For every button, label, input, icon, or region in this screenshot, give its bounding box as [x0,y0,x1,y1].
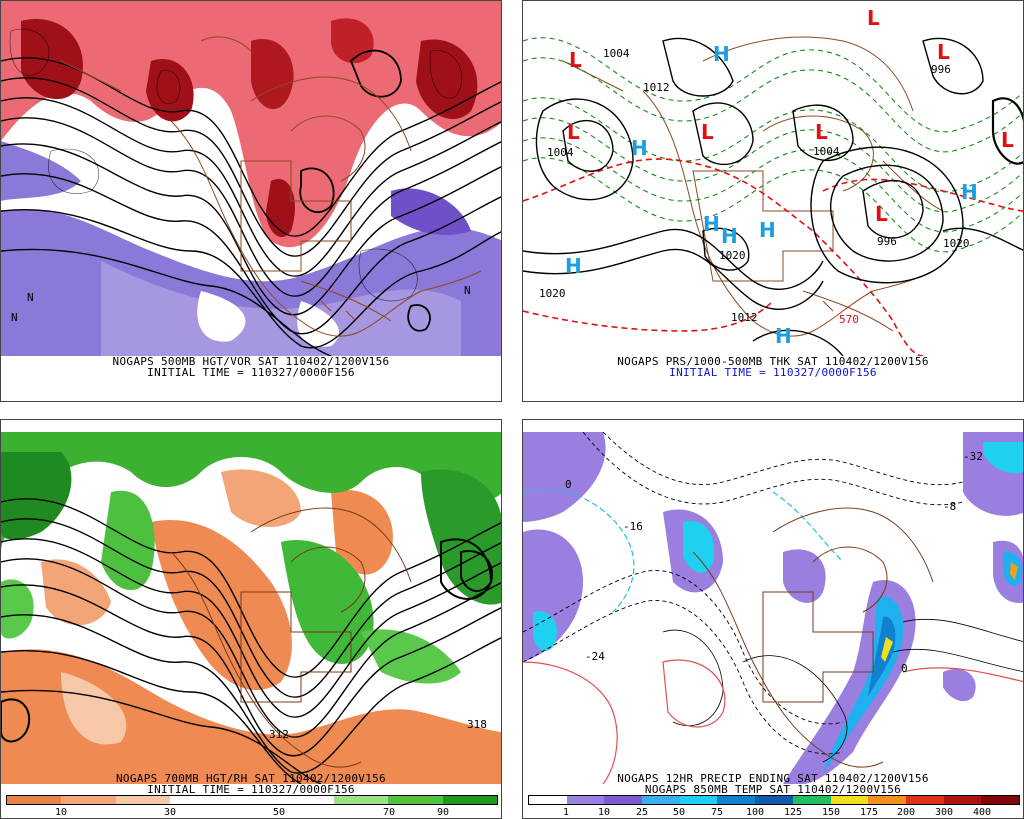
colorbar-tick-label: 400 [972,807,992,818]
panel-pressure-thickness: 1004 1004 1012 1020 1004 1020 996 1012 1… [522,0,1024,402]
colorbar-tick-label: 10 [54,807,68,818]
low-pressure-symbol: L [937,40,950,64]
pressure-label-8: 1012 [731,311,758,324]
high-pressure-symbol: H [775,324,792,348]
high-pressure-symbol: H [713,42,730,66]
colorbar-tick-label: 50 [672,807,686,818]
panel-500mb-vorticity: N N N NOGAPS 500MB HGT/VOR SAT 110402/12… [0,0,502,402]
colorbar-swatch [442,796,497,804]
caption-pressure-title: NOGAPS PRS/1000-500MB THK SAT 110402/120… [617,355,929,368]
pressure-label-6: 1020 [943,237,970,250]
map-precip-850mb-temp: 0 -24 -32 -8 -16 0 [523,432,1023,784]
map-500mb-vorticity: N N N [1,1,501,356]
colorbar-swatch [679,796,718,804]
panel-700mb-rh: 318 312 NOGAPS 700MB HGT/RH SAT 110402/1… [0,419,502,819]
low-pressure-symbol: L [701,120,714,144]
colorbar-swatch [279,796,334,804]
colorbar-swatch [943,796,982,804]
colorbar-tick-label: 125 [783,807,803,818]
colorbar-swatch [115,796,171,804]
rh-colorbar-ticks: 10 30 50 70 90 [6,807,498,818]
temp-label-6: 0 [901,662,908,675]
colorbar-tick-label: 75 [710,807,724,818]
colorbar-swatch [170,796,225,804]
colorbar-tick-label: 175 [859,807,879,818]
colorbar-tick-label: 70 [382,807,396,818]
colorbar-swatch [981,796,1019,804]
colorbar-tick-label: 300 [934,807,954,818]
colorbar-swatch [717,796,756,804]
label-n-1: N [27,291,34,304]
caption-700mb-initial-time: INITIAL TIME = 110327/0000F156 [147,783,355,796]
caption-850mb-temp-title: NOGAPS 850MB TEMP SAT 110402/1200V156 [644,783,902,796]
colorbar-swatch [333,796,389,804]
colorbar-tick-label: 30 [163,807,177,818]
colorbar-swatch [388,796,443,804]
caption-700mb-title: NOGAPS 700MB HGT/RH SAT 110402/1200V156 [116,772,386,785]
map-700mb-rh: 318 312 [1,432,501,784]
colorbar-tick-label: 90 [436,807,450,818]
pressure-label-10: 996 [931,63,951,76]
colorbar-tick-label: 50 [272,807,286,818]
colorbar-swatch [755,796,793,804]
label-n-3: N [11,311,18,324]
colorbar-swatch [529,796,567,804]
temp-label-3: -32 [963,450,983,463]
precip-colorbar-ticks: 1 10 25 50 75 100 125 150 175 200 300 400 [528,807,1020,818]
colorbar-swatch [61,796,116,804]
colorbar-tick-label: 1 [562,807,570,818]
colorbar-swatch [7,796,62,804]
label-n-2: N [464,284,471,297]
colorbar-tick-label: 150 [821,807,841,818]
caption-500mb-initial-time: INITIAL TIME = 110327/0000F156 [147,366,355,379]
high-pressure-symbol: H [565,254,582,278]
high-pressure-symbol: H [703,212,720,236]
thickness-label-570: 570 [839,313,859,326]
colorbar-swatch [792,796,831,804]
colorbar-swatch [604,796,643,804]
precip-colorbar [528,795,1020,805]
colorbar-swatch [642,796,680,804]
colorbar-tick-label: 25 [635,807,649,818]
colorbar-swatch [224,796,280,804]
temp-label-1: 0 [565,478,572,491]
high-pressure-symbol: H [961,180,978,204]
low-pressure-symbol: L [815,120,828,144]
contour-label-312: 312 [269,728,289,741]
low-pressure-symbol: L [1001,128,1014,152]
colorbar-swatch [830,796,869,804]
high-pressure-symbol: H [721,224,738,248]
pressure-label-3: 1012 [643,81,670,94]
pressure-label-1: 1004 [547,146,574,159]
high-pressure-symbol: H [759,218,776,242]
colorbar-swatch [868,796,906,804]
contour-label-318: 318 [467,718,487,731]
pressure-label-7: 996 [877,235,897,248]
colorbar-swatch [905,796,944,804]
colorbar-tick-label: 10 [597,807,611,818]
colorbar-swatch [566,796,605,804]
low-pressure-symbol: L [875,202,888,226]
colorbar-tick-label: 100 [745,807,765,818]
pressure-label-4: 1020 [539,287,566,300]
caption-precip-title: NOGAPS 12HR PRECIP ENDING SAT 110402/120… [617,772,929,785]
temp-label-4: -8 [943,500,956,513]
temp-label-5: -16 [623,520,643,533]
low-pressure-symbol: L [567,120,580,144]
map-pressure-thickness: 1004 1004 1012 1020 1004 1020 996 1012 1… [523,1,1023,356]
low-pressure-symbol: L [569,48,582,72]
caption-pressure-initial-time: INITIAL TIME = 110327/0000F156 [669,366,877,379]
pressure-label-2: 1004 [603,47,630,60]
pressure-label-9: 1020 [719,249,746,262]
high-pressure-symbol: H [631,136,648,160]
temp-label-2: -24 [585,650,605,663]
colorbar-tick-label: 200 [896,807,916,818]
low-pressure-symbol: L [867,6,880,30]
caption-500mb-title: NOGAPS 500MB HGT/VOR SAT 110402/1200V156 [112,355,390,368]
panel-precip-850mb-temp: 0 -24 -32 -8 -16 0 NOGAPS 12HR PRECIP EN… [522,419,1024,819]
rh-colorbar [6,795,498,805]
pressure-label-5: 1004 [813,145,840,158]
